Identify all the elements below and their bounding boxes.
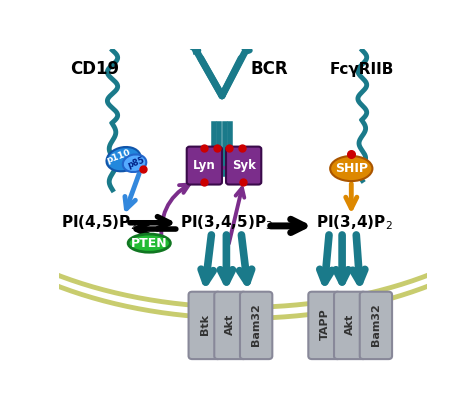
Ellipse shape (123, 154, 146, 172)
Text: Bam32: Bam32 (371, 303, 381, 346)
FancyBboxPatch shape (189, 292, 221, 359)
FancyBboxPatch shape (308, 292, 341, 359)
Ellipse shape (330, 156, 373, 181)
FancyBboxPatch shape (360, 292, 392, 359)
Ellipse shape (107, 147, 141, 171)
Text: TAPP: TAPP (319, 309, 329, 341)
Text: Lyn: Lyn (193, 159, 216, 172)
Text: FcγRIIB: FcγRIIB (329, 62, 393, 77)
FancyBboxPatch shape (334, 292, 366, 359)
Text: Syk: Syk (232, 159, 255, 172)
Text: Bam32: Bam32 (251, 303, 261, 346)
Text: SHIP: SHIP (335, 162, 368, 175)
Text: BCR: BCR (250, 60, 288, 78)
Text: Akt: Akt (345, 314, 355, 335)
Text: PI(4,5)P$_2$: PI(4,5)P$_2$ (61, 214, 138, 232)
FancyBboxPatch shape (240, 292, 272, 359)
Text: PTEN: PTEN (131, 236, 168, 249)
Text: p85: p85 (127, 155, 146, 170)
FancyBboxPatch shape (214, 292, 246, 359)
Text: PI(3,4,5)P$_3$: PI(3,4,5)P$_3$ (181, 214, 274, 232)
Text: p110: p110 (106, 149, 132, 166)
Text: Akt: Akt (226, 314, 236, 335)
Ellipse shape (128, 234, 170, 252)
Text: PI(3,4)P$_2$: PI(3,4)P$_2$ (316, 214, 393, 232)
FancyBboxPatch shape (187, 147, 222, 184)
Text: CD19: CD19 (70, 60, 119, 78)
FancyBboxPatch shape (226, 147, 261, 184)
Text: Btk: Btk (200, 314, 210, 335)
